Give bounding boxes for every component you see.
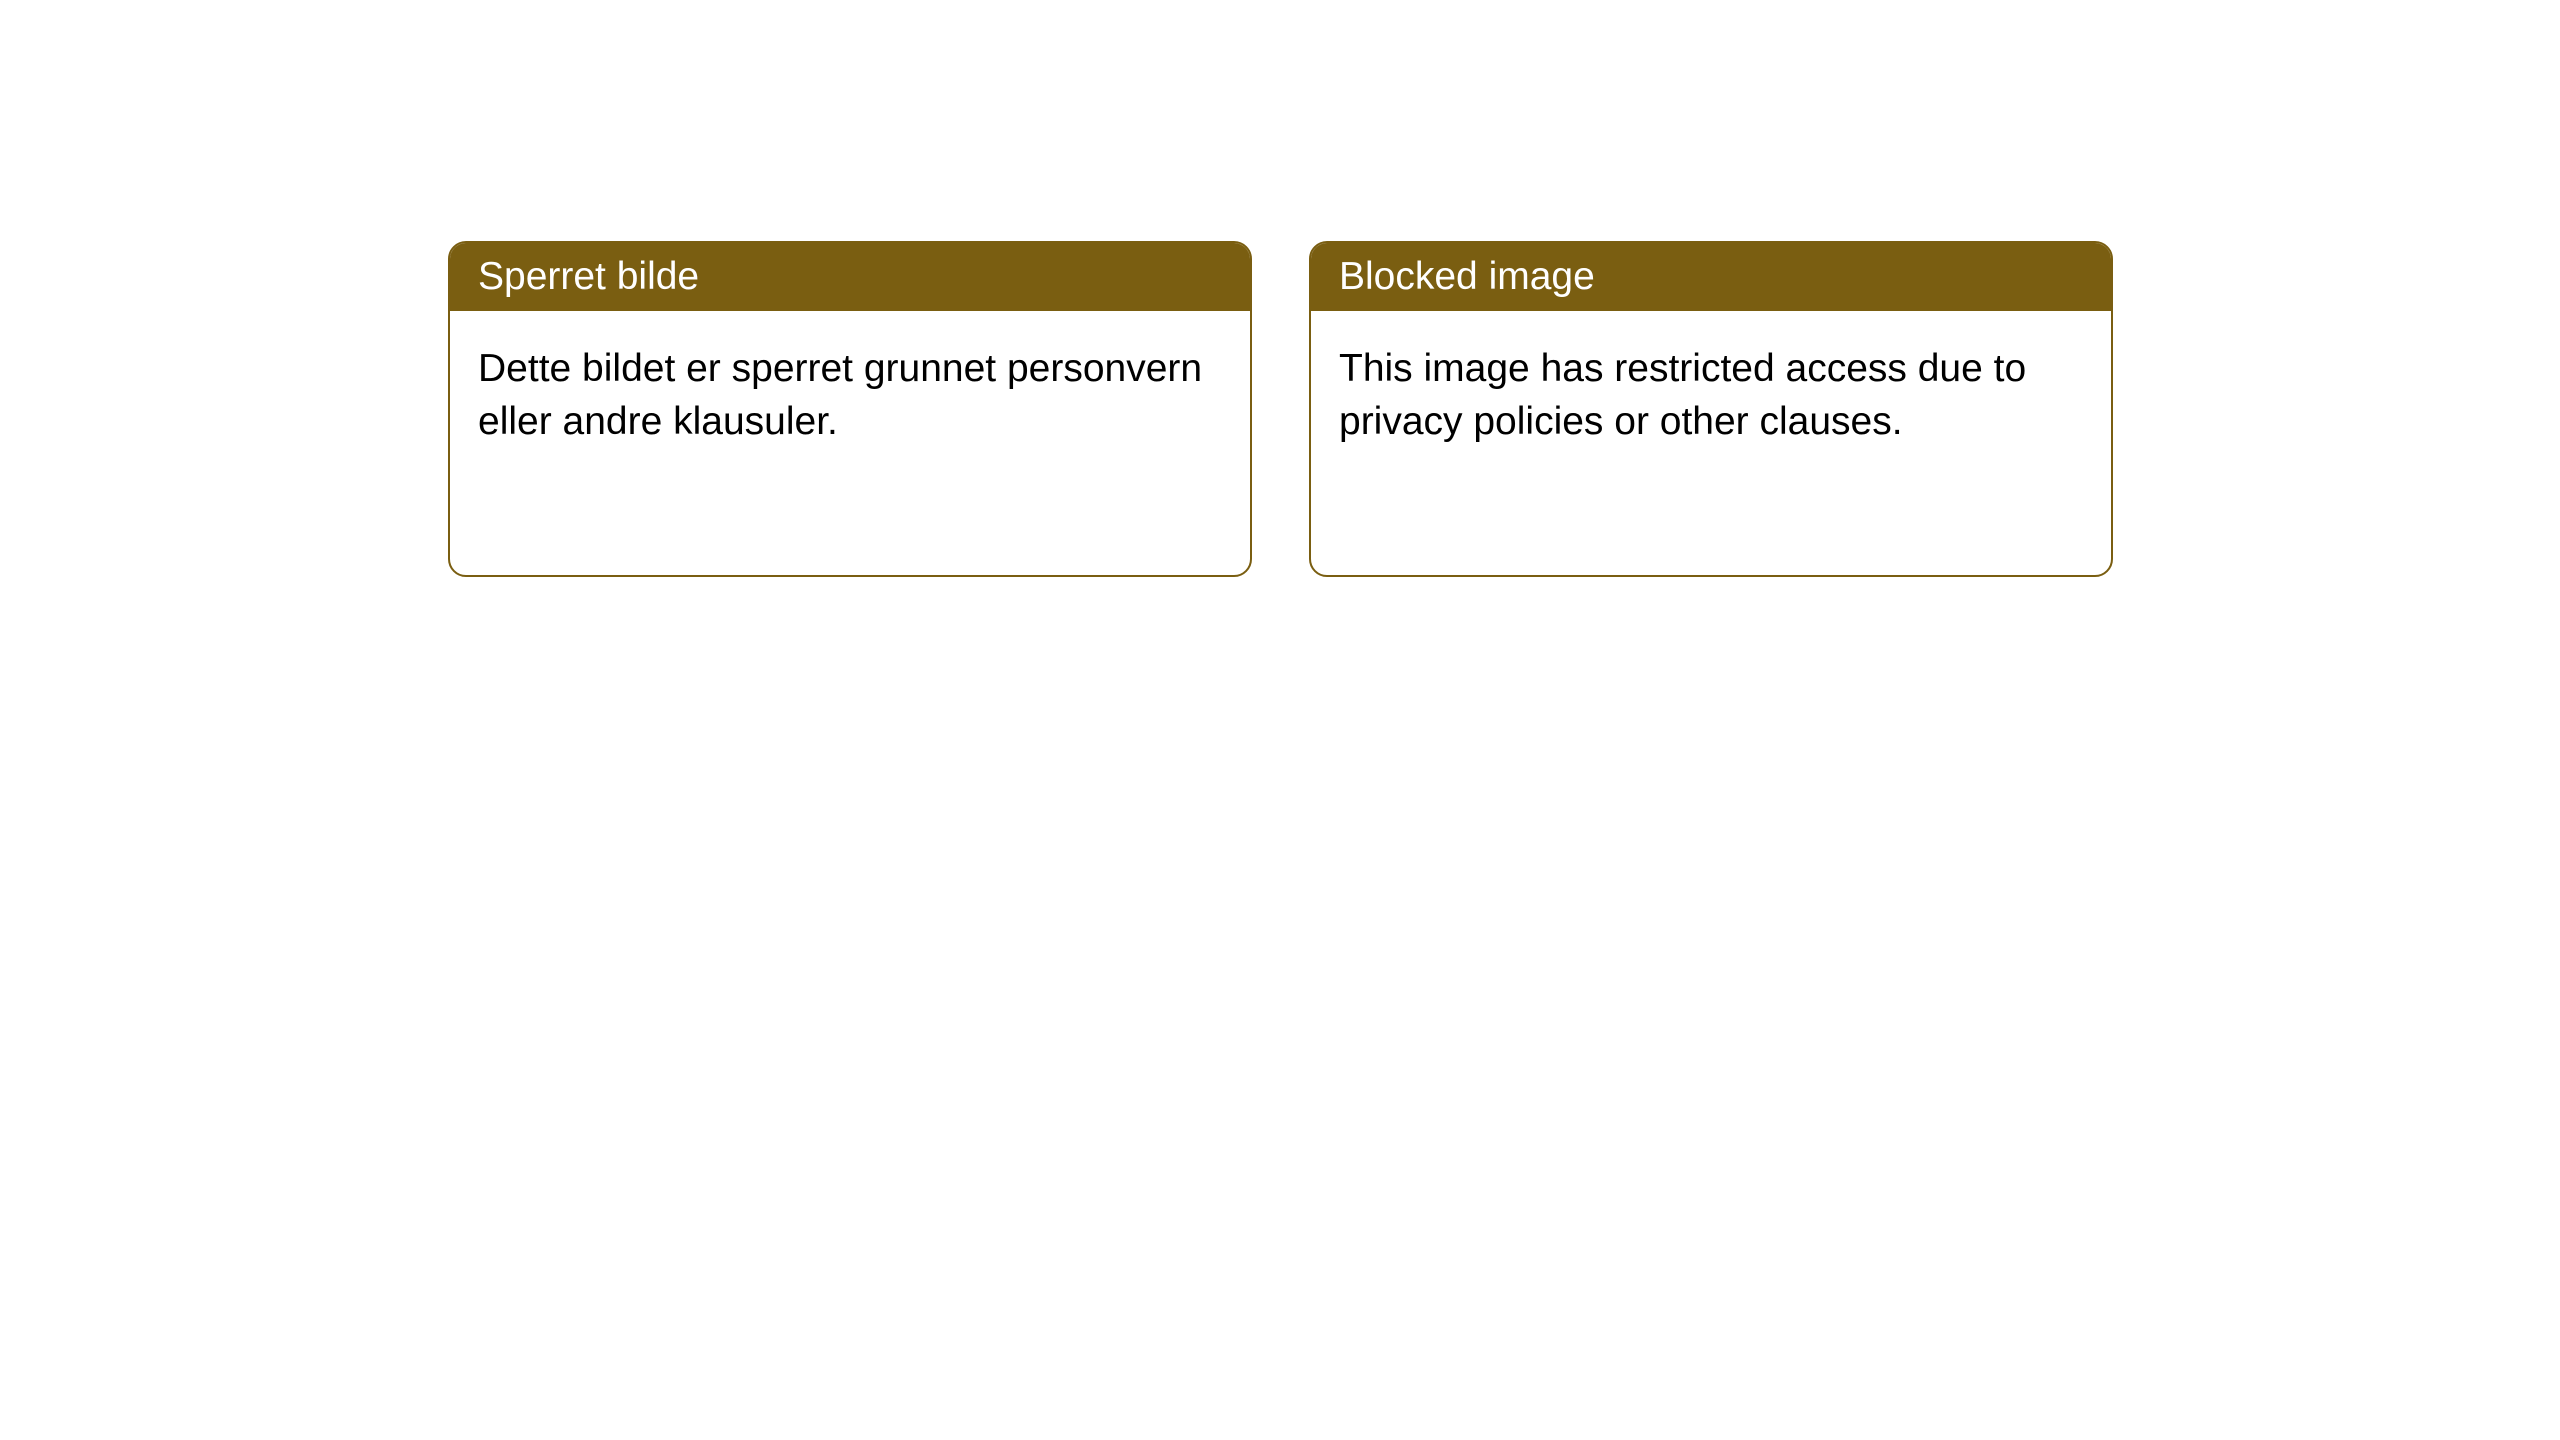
blocked-image-card-en: Blocked image This image has restricted … bbox=[1309, 241, 2113, 577]
card-header-en: Blocked image bbox=[1311, 243, 2111, 311]
card-header-no: Sperret bilde bbox=[450, 243, 1250, 311]
card-body-no: Dette bildet er sperret grunnet personve… bbox=[450, 311, 1250, 480]
cards-container: Sperret bilde Dette bildet er sperret gr… bbox=[448, 241, 2113, 577]
blocked-image-card-no: Sperret bilde Dette bildet er sperret gr… bbox=[448, 241, 1252, 577]
card-body-en: This image has restricted access due to … bbox=[1311, 311, 2111, 480]
